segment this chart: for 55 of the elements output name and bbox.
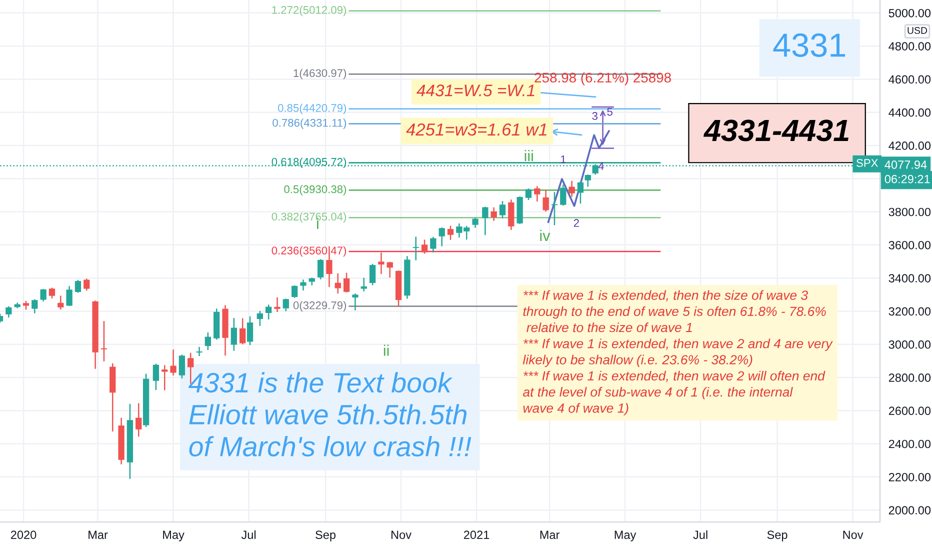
ref-line-label: 0.5(3930.38): [284, 185, 346, 196]
ref-line-label: 0.786(4331.11): [272, 118, 346, 129]
annotation: 4251=w3=1.61 w1: [406, 123, 546, 136]
x-tick-label: Mar: [540, 530, 560, 540]
text: 06:29:21: [884, 174, 930, 184]
ref-line-label: 0.382(3765.04): [272, 212, 346, 223]
annotation: 5: [607, 108, 612, 116]
ref-line-label: 0(3229.79): [293, 301, 346, 312]
y-tick-label: 2400.00: [888, 440, 931, 448]
y-tick-label: 3800.00: [888, 208, 931, 216]
y-tick-label: 2600.00: [888, 406, 931, 416]
x-tick-label: Jul: [241, 530, 256, 540]
annotation: 4331: [773, 33, 846, 57]
x-tick-label: 2020: [10, 530, 36, 540]
annotation: 2: [574, 219, 579, 227]
ref-line-label: 0.85(4420.79): [278, 104, 346, 114]
annotation: 258.98 (6.21%) 25898: [534, 72, 671, 86]
x-tick-label: Sep: [767, 530, 788, 542]
annotation: iii: [524, 150, 533, 162]
x-tick-label: Nov: [391, 530, 412, 540]
y-tick-label: 3600.00: [888, 240, 931, 250]
text: USD: [908, 27, 928, 34]
y-tick-label: 5000.00: [888, 8, 931, 18]
annotation: 3: [592, 112, 598, 120]
y-tick-label: 2200.00: [888, 472, 931, 482]
annotation: 4331 is the Text book Elliott wave 5th.5th.5th of March's low crash !!!: [188, 372, 472, 456]
ref-line-label: 0.618(4095.72): [272, 158, 346, 168]
x-tick-label: Nov: [843, 530, 864, 540]
annotation: 4: [598, 162, 604, 170]
x-tick-label: Mar: [88, 530, 108, 540]
y-tick-label: 3000.00: [888, 340, 931, 349]
y-tick-label: 3200.00: [888, 307, 931, 316]
x-tick-label: Jul: [693, 530, 708, 540]
y-tick-label: 4800.00: [888, 42, 931, 50]
ref-line-label: 1.272(5012.09): [272, 6, 346, 16]
x-tick-label: 2021: [464, 530, 490, 540]
x-tick-label: May: [163, 530, 184, 542]
annotation: SPX: [856, 159, 878, 167]
y-tick-label: 2800.00: [888, 374, 931, 382]
annotation: 4331-4431: [703, 120, 848, 142]
y-tick-label: 3400.00: [888, 274, 931, 282]
text: *** If wave 1 is extended, then the size of wave 3 through to the end of wave 5 is often 61.8% - 78.6% relative to the size of wave 1 *** If wave 1 is extended, then wave 2 and 4 are very likely to be shallow (i.e. 23.6% - 38.2%) *** If wave 1 is extended, then wave 2 will often end at the level of sub-wave 4 of 1 (i.e. the internal wave 4 of wave 1): [522, 290, 833, 416]
annotation: iv: [540, 230, 550, 241]
ref-line-label: 4077.94: [884, 160, 927, 169]
x-tick-label: May: [614, 530, 636, 542]
y-tick-label: 4200.00: [888, 142, 931, 150]
x-tick-label: Sep: [316, 530, 336, 542]
annotation: ii: [384, 344, 389, 356]
annotation: i: [317, 218, 318, 229]
y-tick-label: 4600.00: [888, 75, 931, 84]
ref-line-label: 1(4630.97): [294, 68, 346, 80]
y-tick-label: 4400.00: [888, 108, 931, 117]
y-tick-label: 2000.00: [888, 506, 931, 514]
annotation: 1: [560, 155, 566, 164]
annotation: 4431=W.5 =W.1: [416, 84, 534, 96]
